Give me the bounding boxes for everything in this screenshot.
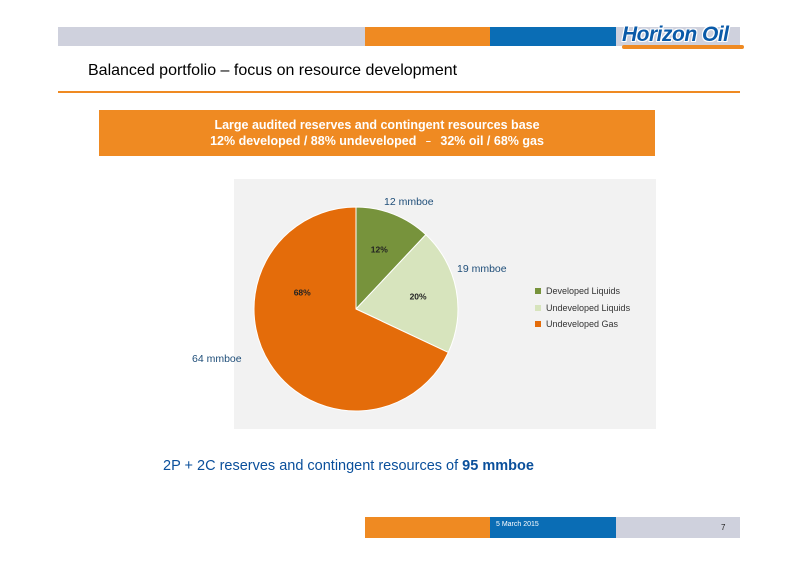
page-number: 7 <box>721 523 726 532</box>
header-band-grey-left <box>58 27 365 46</box>
banner-oil-gas-split: 32% oil / 68% gas <box>440 133 544 148</box>
legend-item-developed-liquids: Developed Liquids <box>535 283 630 300</box>
legend-item-undeveloped-gas: Undeveloped Gas <box>535 316 630 333</box>
key-message-banner: Large audited reserves and contingent re… <box>99 110 655 156</box>
legend-label: Undeveloped Gas <box>546 319 619 330</box>
title-divider <box>58 91 740 93</box>
footer-band-blue <box>490 517 616 538</box>
banner-line-1: Large audited reserves and contingent re… <box>214 117 540 132</box>
outside-label-undeveloped-gas: 64 mmboe <box>192 353 242 365</box>
logo-swoosh <box>622 45 744 49</box>
header-band-orange <box>365 27 490 46</box>
footer-band-orange <box>365 517 490 538</box>
outside-label-undeveloped-liquids: 19 mmboe <box>457 263 507 275</box>
banner-developed-split: 12% developed / 88% undeveloped <box>210 133 417 148</box>
footer-date: 5 March 2015 <box>496 521 539 528</box>
outside-label-developed-liquids: 12 mmboe <box>384 196 434 208</box>
legend-swatch <box>535 304 541 311</box>
legend-label: Undeveloped Liquids <box>546 302 631 313</box>
legend-swatch <box>535 321 541 328</box>
summary-total: 95 mmboe <box>462 458 534 474</box>
resources-summary: 2P + 2C reserves and contingent resource… <box>163 458 534 474</box>
legend-swatch <box>535 288 541 295</box>
slide-title: Balanced portfolio – focus on resource d… <box>88 62 458 79</box>
banner-separator: – <box>425 136 431 147</box>
header-band-grey-right <box>616 27 740 46</box>
summary-text: 2P + 2C reserves and contingent resource… <box>163 458 463 474</box>
chart-legend: Developed Liquids Undeveloped Liquids Un… <box>535 283 630 333</box>
banner-line-2: 12% developed / 88% undeveloped – 32% oi… <box>99 133 655 150</box>
legend-label: Developed Liquids <box>546 286 621 297</box>
company-logo: Horizon Oil <box>622 23 729 46</box>
header-band-blue <box>490 27 616 46</box>
legend-item-undeveloped-liquids: Undeveloped Liquids <box>535 300 630 317</box>
footer-band-grey <box>616 517 740 538</box>
